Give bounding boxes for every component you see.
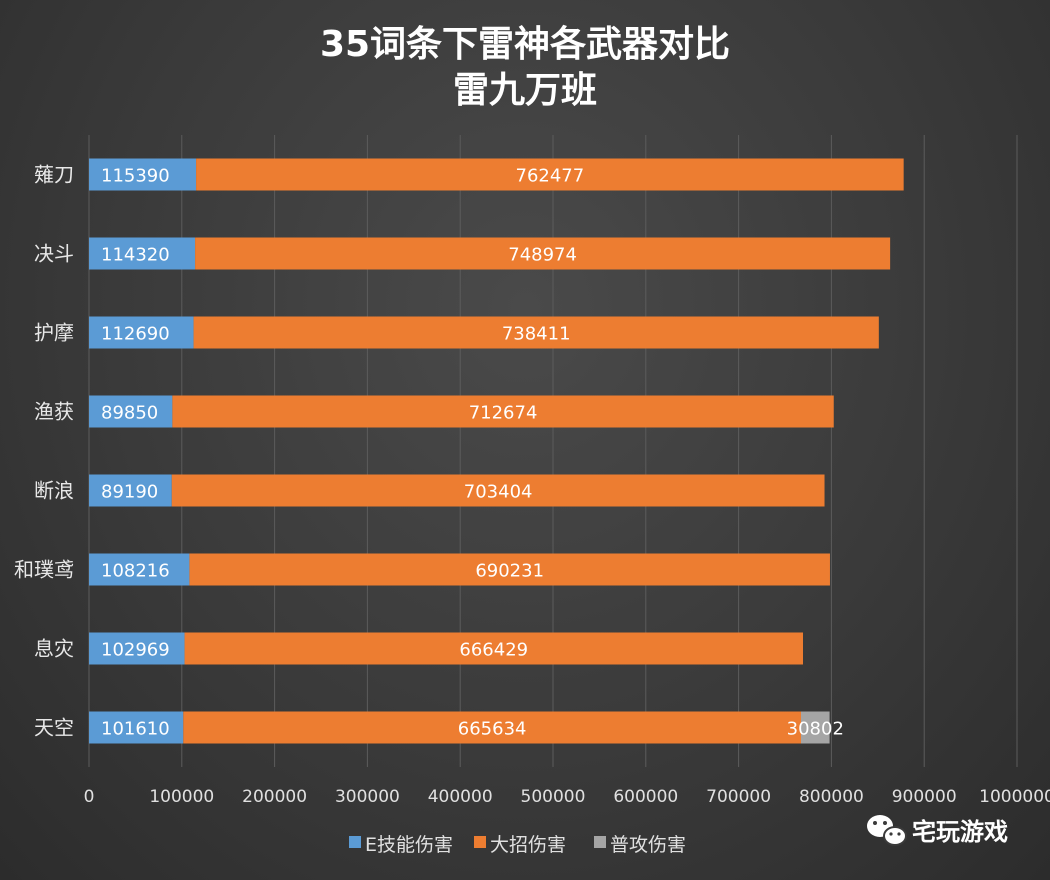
bar-segment xyxy=(89,316,194,349)
legend-label: 普攻伤害 xyxy=(610,834,686,856)
x-tick-label: 900000 xyxy=(892,787,957,807)
data-label: 748974 xyxy=(508,245,577,266)
bar-segment xyxy=(89,158,197,191)
data-label: 690231 xyxy=(475,561,544,582)
bar-segment xyxy=(193,316,879,349)
legend-label: E技能伤害 xyxy=(365,834,453,856)
watermark-text: 宅玩游戏 xyxy=(912,818,1008,846)
category-label: 护摩 xyxy=(34,321,74,345)
x-tick-label: 300000 xyxy=(335,787,400,807)
x-tick-label: 200000 xyxy=(242,787,307,807)
data-label: 102969 xyxy=(101,640,170,661)
bar-segment xyxy=(184,632,804,665)
data-label: 762477 xyxy=(516,166,585,187)
x-tick-label: 100000 xyxy=(149,787,214,807)
watermark: 宅玩游戏 xyxy=(867,815,1008,846)
data-label: 703404 xyxy=(464,482,533,503)
x-tick-label: 1000000 xyxy=(979,787,1050,807)
x-tick-label: 700000 xyxy=(706,787,771,807)
data-label: 114320 xyxy=(101,245,170,266)
bar-segment xyxy=(89,395,173,428)
category-label: 天空 xyxy=(34,716,74,740)
bar-segment xyxy=(89,237,196,270)
data-label: 665634 xyxy=(458,719,527,740)
x-tick-label: 400000 xyxy=(428,787,493,807)
bar-segment xyxy=(189,553,830,586)
x-tick-label: 500000 xyxy=(521,787,586,807)
legend: E技能伤害 大招伤害 普攻伤害 xyxy=(349,834,686,856)
bar-segment xyxy=(89,711,184,744)
bar-segment xyxy=(89,632,185,665)
legend-swatch xyxy=(594,836,606,848)
bar-segment xyxy=(195,237,891,270)
category-label: 和璞鸢 xyxy=(14,558,74,582)
data-label: 738411 xyxy=(502,324,571,345)
category-label: 断浪 xyxy=(34,479,74,503)
x-tick-label: 800000 xyxy=(799,787,864,807)
data-label: 101610 xyxy=(101,719,170,740)
data-label: 89190 xyxy=(101,482,158,503)
x-tick-label: 600000 xyxy=(613,787,678,807)
bar-segment xyxy=(172,395,834,428)
data-label: 108216 xyxy=(101,561,170,582)
bar-segment xyxy=(196,158,904,191)
x-tick-label: 0 xyxy=(84,787,95,807)
legend-swatch xyxy=(349,836,361,848)
x-axis-ticks: 0 100000 200000 300000 400000 500000 600000 700… xyxy=(84,787,1050,807)
wechat-icon xyxy=(867,815,907,846)
bar-segment xyxy=(171,474,825,507)
chart-title-line1: 35词条下雷神各武器对比 xyxy=(320,24,730,65)
bar-segment xyxy=(801,711,830,744)
category-label: 渔获 xyxy=(34,400,74,424)
category-label: 决斗 xyxy=(34,242,74,266)
bar-segment xyxy=(183,711,802,744)
gridlines xyxy=(88,135,1018,767)
chart-title-line2: 雷九万班 xyxy=(453,70,597,111)
category-label: 息灾 xyxy=(34,637,74,661)
bar-segment xyxy=(89,474,172,507)
data-label: 115390 xyxy=(101,166,170,187)
data-label: 112690 xyxy=(101,324,170,345)
bar-segment xyxy=(89,553,190,586)
data-label: 712674 xyxy=(469,403,538,424)
data-label: 89850 xyxy=(101,403,158,424)
legend-swatch xyxy=(474,836,486,848)
category-label: 薙刀 xyxy=(34,163,74,187)
bars: 115390 762477 114320 748974 112690 738411 8985… xyxy=(89,158,904,744)
data-label: 666429 xyxy=(459,640,528,661)
data-label: 30802 xyxy=(787,719,844,740)
legend-label: 大招伤害 xyxy=(490,834,566,856)
